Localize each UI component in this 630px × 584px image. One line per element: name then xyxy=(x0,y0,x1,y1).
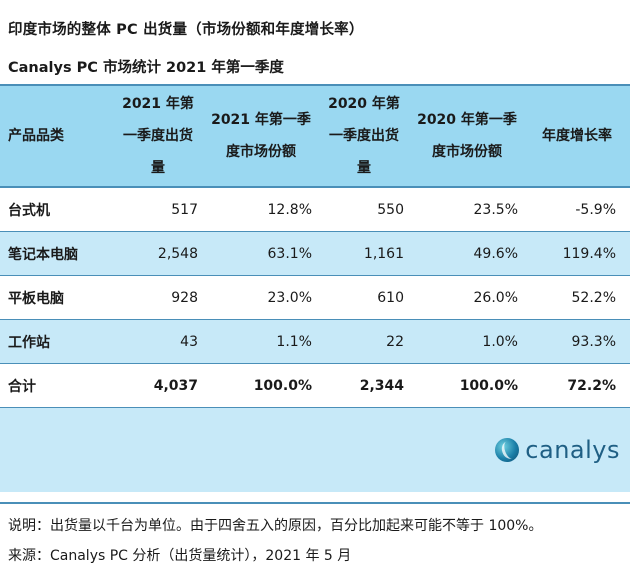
cell-growth: 52.2% xyxy=(571,289,616,306)
cell-q1-2021: 4,037 xyxy=(153,377,198,394)
cell-share-2020: 1.0% xyxy=(482,333,518,350)
cell-q1-2021: 517 xyxy=(171,201,198,218)
cell-share-2021: 63.1% xyxy=(267,245,312,262)
table-total-row: 合计 4,037 100.0% 2,344 100.0% 72.2% xyxy=(0,364,630,408)
cell-growth: -5.9% xyxy=(575,201,616,218)
cell-share-2021: 12.8% xyxy=(267,201,312,218)
header-q1-2021-shipments: 2021 年第一季度出货量 xyxy=(122,96,194,176)
cell-category: 工作站 xyxy=(8,334,50,351)
page-subtitle: Canalys PC 市场统计 2021 年第一季度 xyxy=(8,60,284,76)
source-line: 来源：Canalys PC 分析（出货量统计），2021 年 5 月 xyxy=(8,548,352,564)
footnote: 说明：出货量以千台为单位。由于四舍五入的原因，百分比加起来可能不等于 100%。 xyxy=(8,518,543,534)
cell-share-2020: 49.6% xyxy=(473,245,518,262)
logo-band: canalys xyxy=(0,408,630,492)
cell-q1-2020: 22 xyxy=(386,333,404,350)
cell-q1-2020: 1,161 xyxy=(363,245,404,262)
table-row: 工作站 43 1.1% 22 1.0% 93.3% xyxy=(0,320,630,364)
cell-growth: 93.3% xyxy=(571,333,616,350)
cell-category: 平板电脑 xyxy=(8,290,64,307)
header-category: 产品品类 xyxy=(8,128,64,144)
canalys-logo-icon xyxy=(495,438,520,462)
table-row: 平板电脑 928 23.0% 610 26.0% 52.2% xyxy=(0,276,630,320)
table-row: 台式机 517 12.8% 550 23.5% -5.9% xyxy=(0,188,630,232)
cell-growth: 119.4% xyxy=(562,245,616,262)
cell-share-2021: 23.0% xyxy=(267,289,312,306)
cell-q1-2020: 2,344 xyxy=(359,377,404,394)
cell-category: 笔记本电脑 xyxy=(8,246,78,263)
cell-growth: 72.2% xyxy=(567,377,616,394)
cell-share-2021: 1.1% xyxy=(276,333,312,350)
logo-text: canalys xyxy=(525,436,620,464)
cell-share-2021: 100.0% xyxy=(253,377,312,394)
header-q1-2020-shipments: 2020 年第一季度出货量 xyxy=(328,96,400,176)
header-q1-2021-share: 2021 年第一季度市场份额 xyxy=(211,112,311,160)
cell-q1-2021: 928 xyxy=(171,289,198,306)
shipment-table: 产品品类 2021 年第一季度出货量 2021 年第一季度市场份额 2020 年… xyxy=(0,84,630,492)
header-annual-growth: 年度增长率 xyxy=(542,128,612,144)
cell-share-2020: 100.0% xyxy=(459,377,518,394)
table-bottom-rule xyxy=(0,502,630,504)
cell-q1-2021: 2,548 xyxy=(157,245,198,262)
cell-share-2020: 23.5% xyxy=(473,201,518,218)
table-row: 笔记本电脑 2,548 63.1% 1,161 49.6% 119.4% xyxy=(0,232,630,276)
cell-share-2020: 26.0% xyxy=(473,289,518,306)
canalys-logo: canalys xyxy=(495,436,620,464)
cell-q1-2020: 610 xyxy=(377,289,404,306)
cell-q1-2021: 43 xyxy=(180,333,198,350)
cell-category: 台式机 xyxy=(8,202,50,219)
cell-q1-2020: 550 xyxy=(377,201,404,218)
header-q1-2020-share: 2020 年第一季度市场份额 xyxy=(417,112,517,160)
table-header-row: 产品品类 2021 年第一季度出货量 2021 年第一季度市场份额 2020 年… xyxy=(0,84,630,188)
cell-category: 合计 xyxy=(8,378,36,395)
page-title: 印度市场的整体 PC 出货量（市场份额和年度增长率） xyxy=(8,22,364,38)
